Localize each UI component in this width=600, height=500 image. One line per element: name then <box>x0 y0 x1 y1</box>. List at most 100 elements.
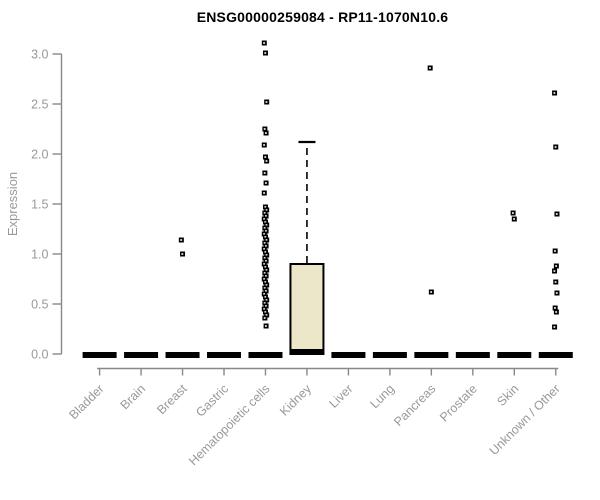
outlier-point <box>261 261 267 267</box>
outlier-point <box>261 40 267 46</box>
y-tick-label: 2.0 <box>31 148 48 162</box>
outlier-point <box>264 282 270 288</box>
outlier-point <box>262 234 268 240</box>
x-category-label: Gastric <box>193 382 231 420</box>
outlier-point <box>262 210 268 216</box>
outlier-point <box>262 264 268 270</box>
outlier-point <box>262 270 268 276</box>
y-axis-label: Expression <box>5 172 20 236</box>
outlier-point <box>261 246 267 252</box>
outlier-point <box>178 237 184 243</box>
outlier-point <box>553 144 559 150</box>
outlier-point <box>262 309 268 315</box>
outlier-point <box>264 252 270 258</box>
outlier-point <box>553 263 559 269</box>
median-line <box>82 352 117 358</box>
outlier-point <box>262 170 268 176</box>
outlier-point <box>264 222 270 228</box>
x-category-label: Bladder <box>66 382 106 422</box>
outlier-point <box>511 216 517 222</box>
box-unknown-other <box>538 90 573 358</box>
outlier-point <box>262 225 268 231</box>
median-line <box>207 352 242 358</box>
y-tick-label: 0.0 <box>31 348 48 362</box>
outlier-point <box>553 309 559 315</box>
outlier-point <box>552 90 558 96</box>
median-line <box>497 352 532 358</box>
outlier-point <box>263 180 269 186</box>
x-category-label: Breast <box>154 381 190 417</box>
outlier-point <box>262 219 268 225</box>
box-rect <box>289 263 325 355</box>
outlier-point <box>180 251 186 257</box>
x-category-label: Kidney <box>277 381 314 418</box>
outlier-point <box>261 142 267 148</box>
outlier-point <box>263 243 269 249</box>
outlier-point <box>554 290 560 296</box>
outlier-point <box>262 279 268 285</box>
median-line <box>290 349 324 355</box>
x-category-label: Unknown / Other <box>487 382 563 458</box>
x-category-label: Skin <box>494 382 521 409</box>
y-tick-label: 2.5 <box>31 98 48 112</box>
outlier-point <box>262 240 268 246</box>
median-line <box>414 352 449 358</box>
outlier-point <box>552 324 558 330</box>
box-bladder <box>82 352 117 358</box>
outlier-point <box>263 213 269 219</box>
outlier-point <box>264 237 270 243</box>
outlier-point <box>261 231 267 237</box>
median-line <box>331 352 366 358</box>
box-skin <box>497 210 532 358</box>
outlier-point <box>261 276 267 282</box>
outlier-point <box>262 50 268 56</box>
outlier-point <box>264 158 270 164</box>
chart-title: ENSG00000259084 - RP11-1070N10.6 <box>196 9 449 25</box>
median-line <box>372 352 407 358</box>
x-category-label: Hematopoietic cells <box>186 382 273 469</box>
outlier-point <box>264 267 270 273</box>
outlier-point <box>263 273 269 279</box>
median-line <box>538 352 573 358</box>
outlier-point <box>262 154 268 160</box>
y-tick-label: 0.5 <box>31 298 48 312</box>
box-liver <box>331 352 366 358</box>
outlier-point <box>263 258 269 264</box>
box-gastric <box>207 352 242 358</box>
median-line <box>248 352 283 358</box>
outlier-point <box>264 99 270 105</box>
median-line <box>455 352 490 358</box>
outlier-point <box>262 315 268 321</box>
box-prostate <box>455 352 490 358</box>
outlier-point <box>262 126 268 132</box>
outlier-point <box>262 249 268 255</box>
outlier-point <box>262 294 268 300</box>
x-category-label: Lung <box>367 382 397 412</box>
outlier-point <box>262 255 268 261</box>
x-category-label: Liver <box>326 382 355 411</box>
outlier-point <box>262 285 268 291</box>
box-lung <box>372 352 407 358</box>
outlier-point <box>261 190 267 196</box>
outlier-point <box>263 323 269 329</box>
outlier-point <box>263 228 269 234</box>
outlier-point <box>263 130 269 136</box>
y-tick-label: 3.0 <box>31 48 48 62</box>
outlier-point <box>261 291 267 297</box>
outlier-point <box>552 268 558 274</box>
outlier-point <box>553 279 559 285</box>
box-pancreas <box>414 65 449 358</box>
outlier-point <box>263 288 269 294</box>
box-breast <box>165 237 200 358</box>
outlier-point <box>554 211 560 217</box>
outlier-point <box>552 305 558 311</box>
outlier-point <box>427 65 433 71</box>
outlier-point <box>264 297 270 303</box>
y-tick-label: 1.0 <box>31 248 48 262</box>
outlier-point <box>261 216 267 222</box>
box-kidney <box>289 140 325 355</box>
x-category-label: Prostate <box>437 382 480 425</box>
outlier-point <box>552 248 558 254</box>
